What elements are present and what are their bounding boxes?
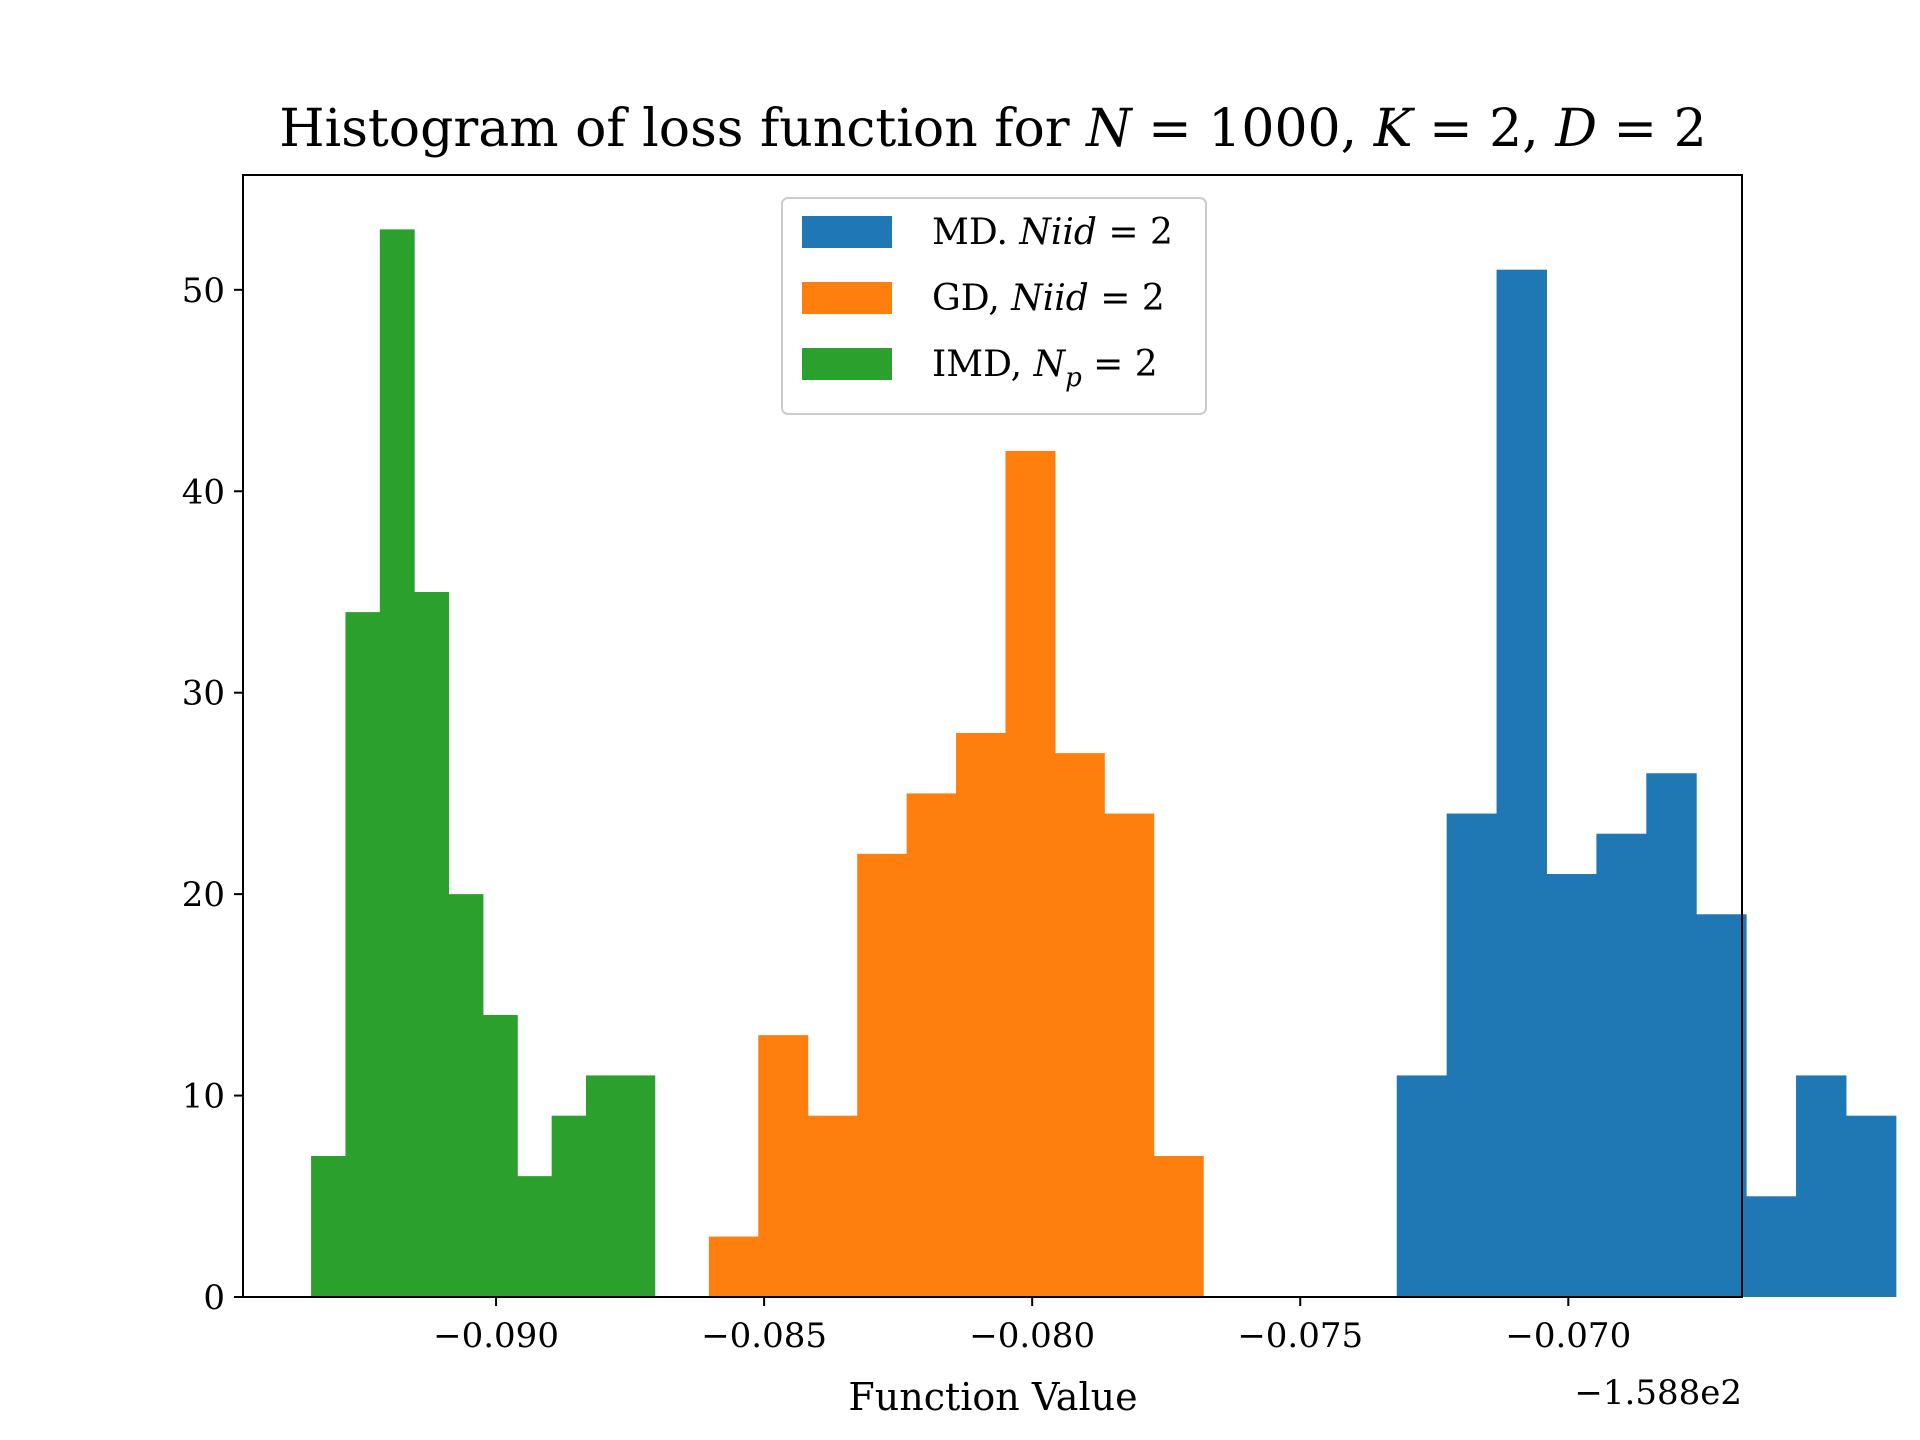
legend-swatch-1: [802, 216, 892, 248]
histogram-bar-series-3-bin-10: [620, 1075, 656, 1297]
plot-frame: [242, 174, 1743, 1298]
histogram-bar-series-3-bin-4: [414, 591, 450, 1297]
histogram-bar-series-3-bin-9: [586, 1075, 621, 1297]
histogram-bars: [311, 229, 1897, 1298]
y-tick-label: 20: [182, 875, 225, 915]
histogram-bar-series-2-bin-10: [1153, 1155, 1204, 1297]
histogram-bar-series-2-bin-4: [857, 853, 908, 1297]
histogram-bar-series-1-bin-3: [1496, 269, 1547, 1297]
y-tick-label: 30: [182, 674, 225, 714]
legend-label-1: MD. Niid = 2: [932, 212, 1173, 253]
x-axis-ticks: −0.090 −0.085 −0.080 −0.075 −0.070: [433, 1297, 1631, 1356]
x-tick-label: −0.085: [701, 1316, 827, 1356]
x-tick-label: −0.080: [969, 1316, 1095, 1356]
legend-label-2: GD, Niid = 2: [932, 278, 1165, 319]
histogram-bar-series-3-bin-3: [379, 229, 415, 1297]
y-tick-label: 50: [182, 271, 225, 311]
histogram-bar-series-1-bin-6: [1646, 773, 1697, 1297]
histogram-bar-series-2-bin-1: [708, 1236, 759, 1297]
legend-swatch-2: [802, 282, 892, 314]
y-tick-label: 0: [203, 1278, 225, 1318]
histogram-bar-series-2-bin-6: [956, 732, 1006, 1297]
histogram-bar-series-1-bin-7: [1696, 914, 1747, 1297]
histogram-bar-series-1-bin-4: [1546, 873, 1597, 1297]
legend-label-3: IMD, Np = 2: [932, 344, 1158, 393]
histogram-bar-series-2-bin-2: [758, 1035, 809, 1297]
legend: MD. Niid = 2 GD, Niid = 2 IMD, Np = 2: [781, 197, 1207, 415]
histogram-bar-series-2-bin-7: [1005, 450, 1056, 1298]
histogram-bar-series-1-bin-5: [1596, 833, 1647, 1297]
y-tick-label: 10: [182, 1077, 225, 1117]
legend-swatch-3: [802, 348, 892, 380]
histogram-bar-series-1-bin-2: [1446, 813, 1498, 1297]
histogram-bar-series-3-bin-2: [345, 612, 381, 1297]
histogram-bar-series-3-bin-1: [311, 1155, 346, 1297]
histogram-bar-series-3-bin-6: [482, 1014, 518, 1297]
x-axis-offset-label: −1.588e2: [1574, 1373, 1742, 1413]
histogram-bar-series-3-bin-5: [448, 894, 484, 1297]
histogram-bar-series-3-bin-8: [551, 1115, 587, 1297]
histogram-bar-series-2-bin-3: [807, 1115, 858, 1297]
histogram-bar-series-1-bin-8: [1746, 1196, 1797, 1297]
histogram-bar-series-1-bin-9: [1796, 1075, 1847, 1297]
histogram-bar-series-2-bin-9: [1104, 813, 1155, 1297]
histogram-bar-series-3-bin-7: [517, 1176, 553, 1297]
x-tick-label: −0.075: [1237, 1316, 1363, 1356]
chart-title: Histogram of loss function for N = 1000,…: [279, 99, 1707, 159]
y-axis-ticks: 0 10 20 30 40 50: [182, 271, 243, 1318]
x-axis-label: Function Value: [848, 1375, 1137, 1419]
histogram-bar-series-2-bin-8: [1054, 753, 1105, 1297]
histogram-bar-series-1-bin-1: [1396, 1075, 1448, 1297]
histogram-bar-series-2-bin-5: [906, 793, 957, 1297]
histogram-bar-series-1-bin-10: [1845, 1115, 1897, 1297]
x-tick-label: −0.090: [433, 1316, 559, 1356]
y-tick-label: 40: [182, 472, 225, 512]
x-tick-label: −0.070: [1505, 1316, 1631, 1356]
